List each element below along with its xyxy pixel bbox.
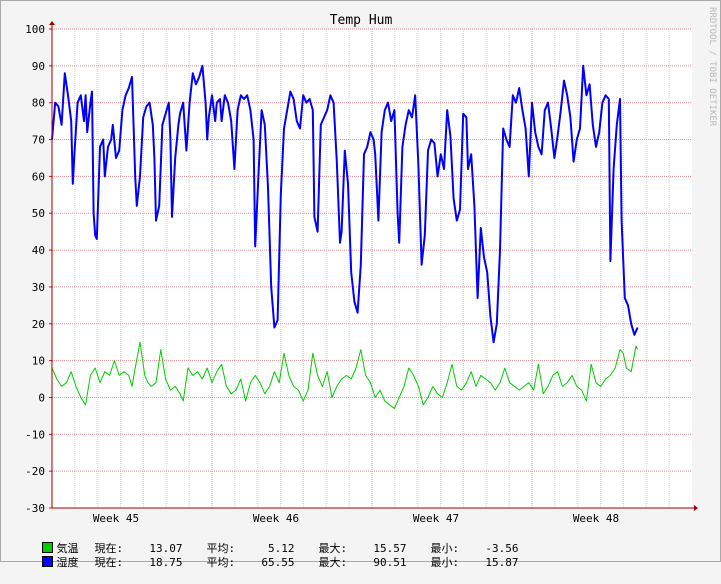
y-tick-label: 40: [32, 244, 45, 257]
legend-avg-label: 平均:: [206, 542, 236, 555]
legend-swatch-temperature: [41, 542, 53, 553]
x-tick-label: Week 47: [413, 512, 459, 525]
legend-now-label: 現在:: [94, 556, 124, 569]
y-tick-label: -30: [25, 502, 45, 515]
legend-name: 気温: [56, 542, 79, 555]
legend-max-label: 最大:: [318, 556, 348, 569]
legend-avg-value: 65.55: [261, 556, 295, 569]
legend-max-value: 90.51: [373, 556, 407, 569]
legend-min-value: 15.87: [485, 556, 519, 569]
chart-root: -30 -20 -10 0 10 20 30 40 50 60 70 80 90 100 Week 45 We…: [0, 0, 721, 569]
x-tick-label: Week 45: [93, 512, 139, 525]
series-line-temperature: [51, 341, 639, 409]
y-tick-label: 30: [32, 281, 45, 294]
y-tick-label: 0: [38, 391, 45, 404]
y-tick-label: 70: [32, 134, 45, 147]
x-axis-arrow: [694, 505, 698, 511]
y-tick-label: 80: [32, 97, 45, 110]
y-tick-label: 90: [32, 60, 45, 73]
series-line-humidity: [51, 64, 639, 344]
legend-avg-value: 5.12: [268, 542, 295, 555]
legend-max-value: 15.57: [373, 542, 407, 555]
legend-now-value: 18.75: [149, 556, 183, 569]
temp-hum-chart: -30 -20 -10 0 10 20 30 40 50 60 70 80 90 100 Week 45 We…: [25, 7, 717, 525]
y-tick-label: -20: [25, 465, 45, 478]
legend-temperature: 気温 現在: 13.07 平均: 5.12 最大: 15.57 最小: -3.56: [15, 528, 543, 570]
y-tick-label: 20: [32, 318, 45, 331]
legend-humidity: 湿度 現在: 18.75 平均: 65.55 最大: 90.51 最小: 15.87: [15, 542, 543, 584]
legend-avg-label: 平均:: [206, 556, 236, 569]
legend-min-label: 最小:: [430, 542, 460, 555]
legend-now-label: 現在:: [94, 542, 124, 555]
x-tick-label: Week 46: [253, 512, 299, 525]
chart-title: Temp Hum: [330, 13, 393, 28]
y-tick-label: 60: [32, 170, 45, 183]
legend-min-label: 最小:: [430, 556, 460, 569]
y-axis-arrow: [49, 21, 55, 25]
y-tick-label: 100: [25, 23, 45, 36]
watermark-text: RRDTOOL / TOBI OETIKER: [707, 7, 717, 127]
legend-min-value: -3.56: [485, 542, 519, 555]
x-tick-label: Week 48: [573, 512, 619, 525]
legend-max-label: 最大:: [318, 542, 348, 555]
legend-name: 湿度: [56, 556, 79, 569]
plot-area: [52, 29, 692, 508]
y-tick-label: 10: [32, 355, 45, 368]
legend-now-value: 13.07: [149, 542, 183, 555]
y-tick-label: 50: [32, 207, 45, 220]
y-tick-label: -10: [25, 428, 45, 441]
